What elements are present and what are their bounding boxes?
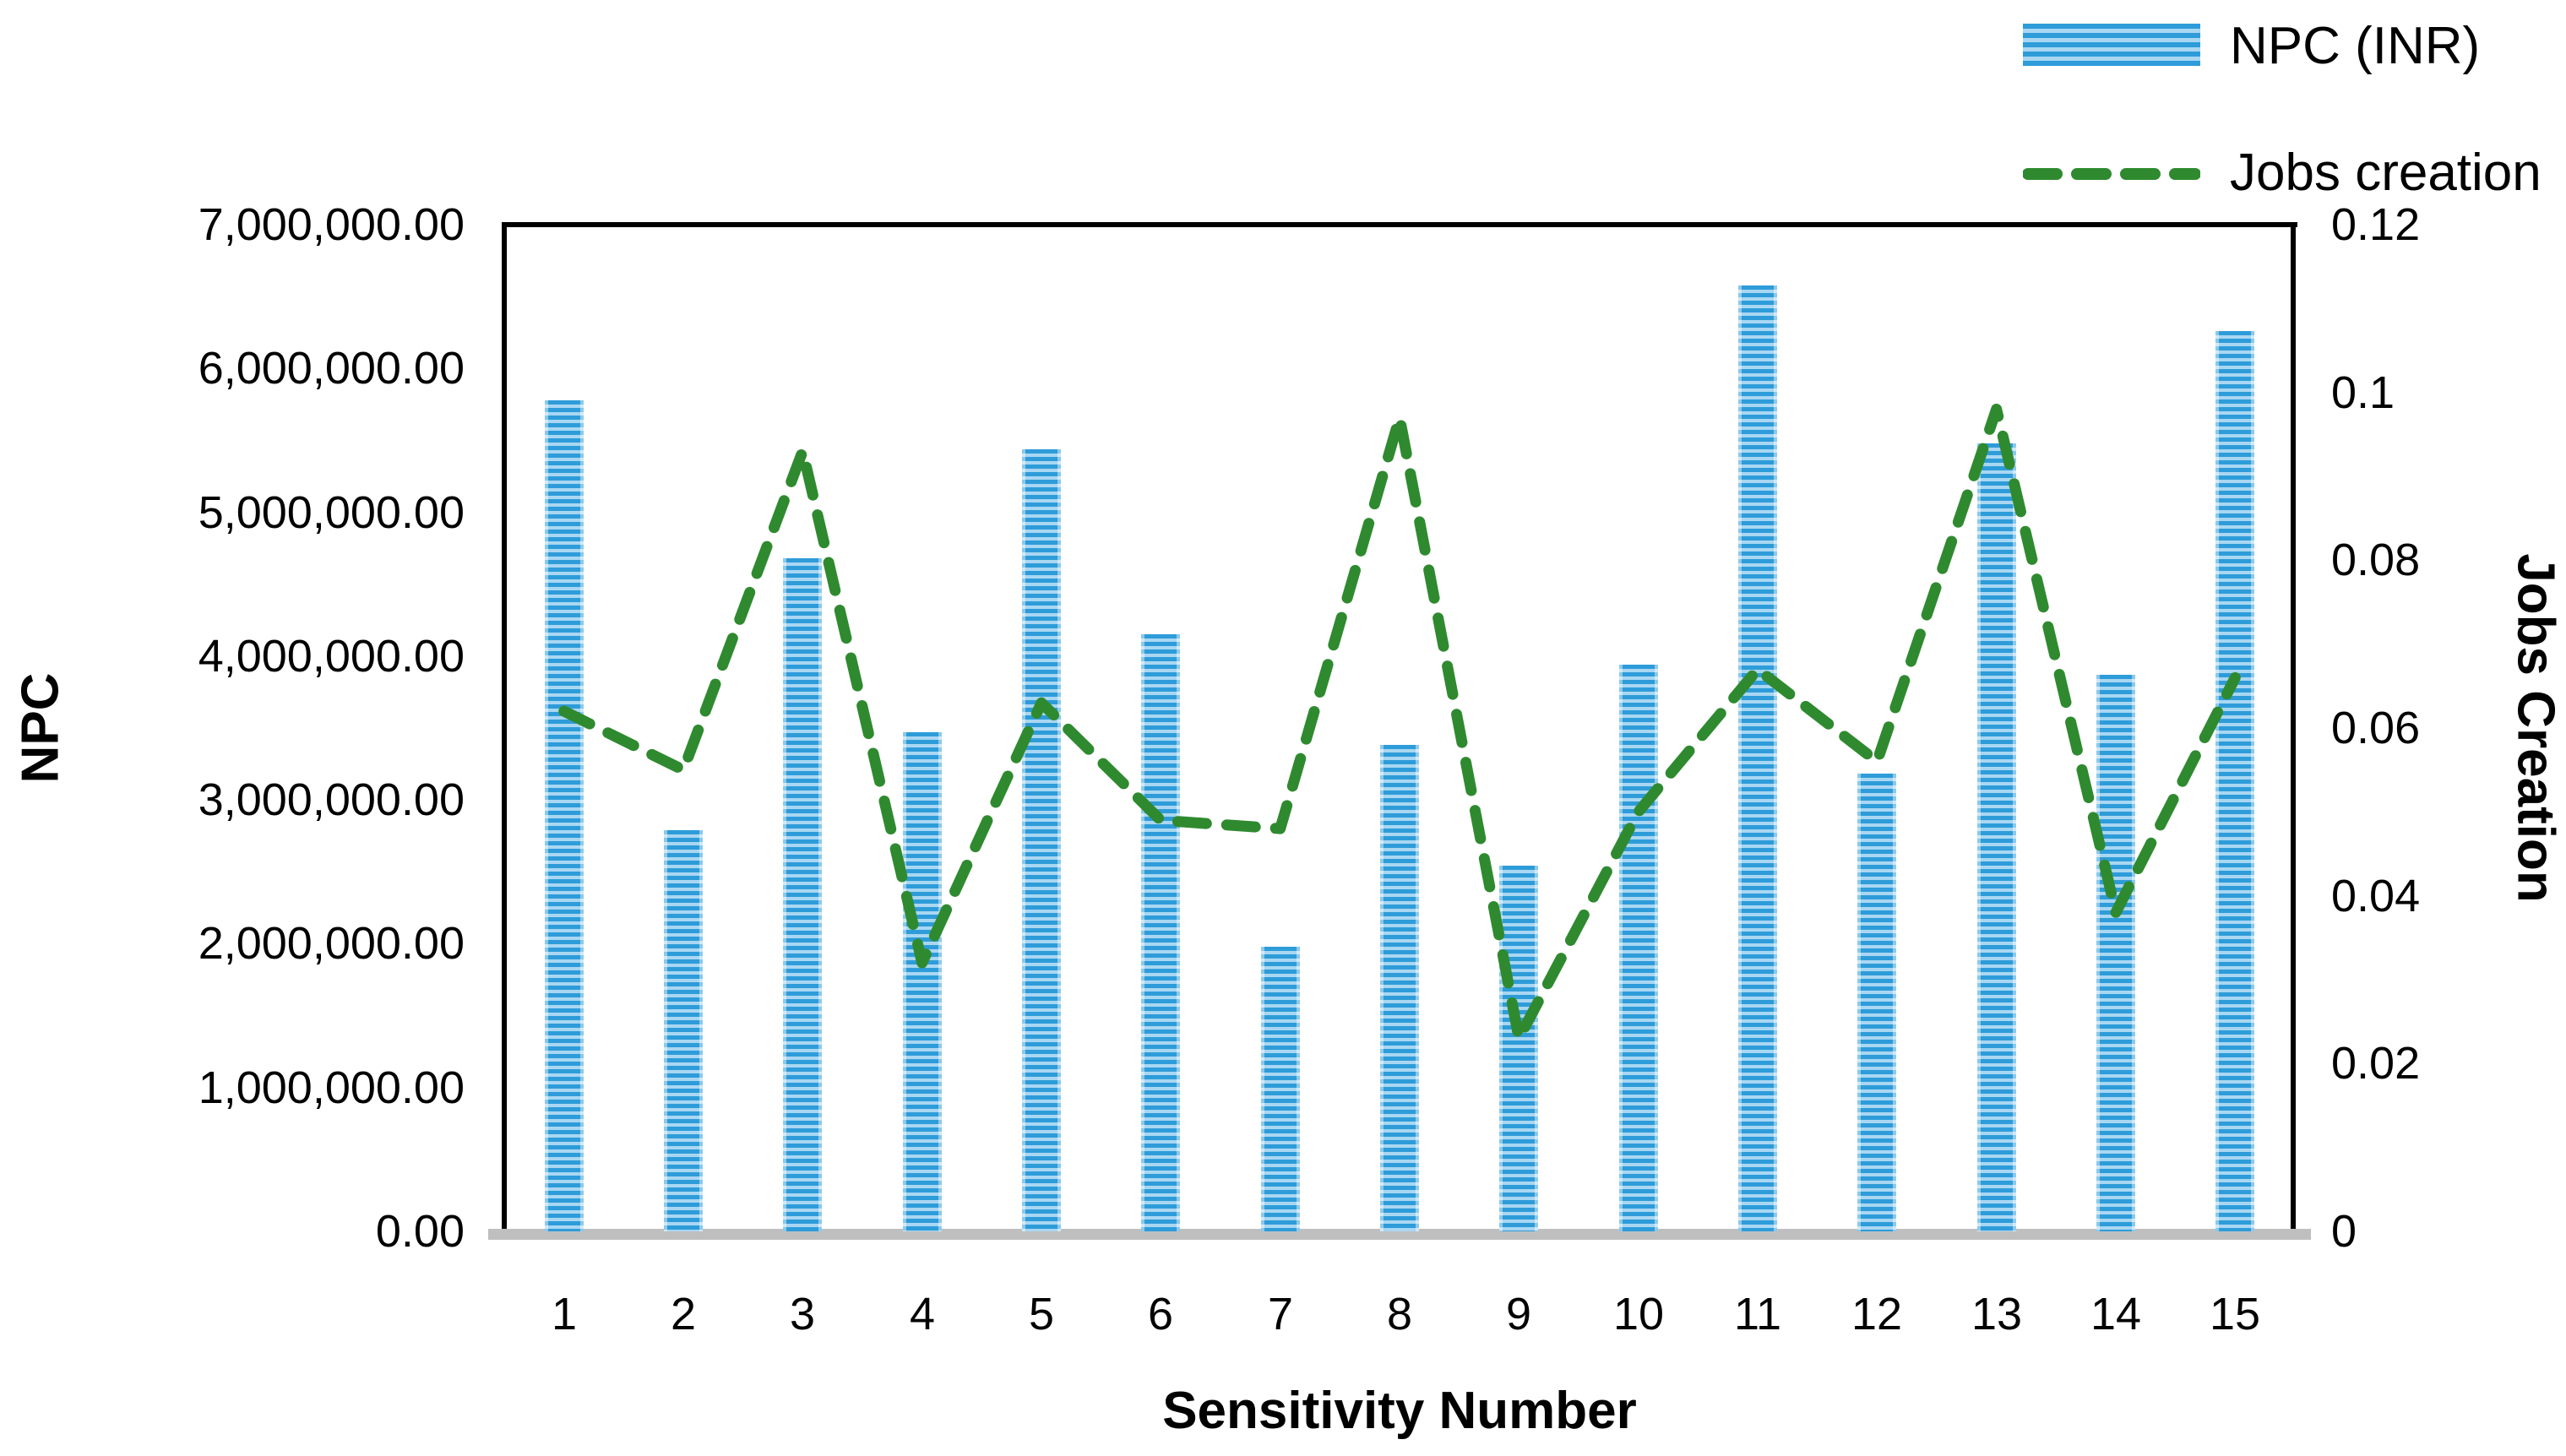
legend-npc-swatch-icon bbox=[2023, 24, 2200, 66]
y-right-tick-5: 0.02 bbox=[2331, 1038, 2421, 1089]
x-tick-11: 11 bbox=[1733, 1289, 1782, 1339]
y-right-tick-3: 0.06 bbox=[2331, 703, 2421, 753]
y-left-tick-3: 4,000,000.00 bbox=[198, 631, 465, 682]
npc-bar-3 bbox=[783, 558, 822, 1231]
y-right-tick-1: 0.1 bbox=[2331, 367, 2395, 418]
x-tick-6: 6 bbox=[1147, 1289, 1174, 1339]
npc-bar-7 bbox=[1261, 947, 1300, 1231]
npc-bar-15 bbox=[2215, 331, 2254, 1231]
y-left-tick-6: 1,000,000.00 bbox=[198, 1062, 465, 1113]
y-left-axis-line bbox=[502, 222, 507, 1231]
npc-bar-13 bbox=[1977, 443, 2016, 1231]
x-tick-15: 15 bbox=[2209, 1289, 2261, 1339]
y-right-tick-2: 0.08 bbox=[2331, 535, 2421, 585]
npc-bar-1 bbox=[545, 400, 584, 1231]
x-tick-8: 8 bbox=[1386, 1289, 1413, 1339]
x-tick-7: 7 bbox=[1267, 1289, 1294, 1339]
legend-jobs-label: Jobs creation bbox=[2230, 144, 2542, 202]
x-tick-10: 10 bbox=[1612, 1289, 1665, 1339]
y-left-tick-0: 7,000,000.00 bbox=[198, 199, 465, 250]
npc-bar-11 bbox=[1738, 285, 1777, 1231]
y-right-tick-4: 0.04 bbox=[2331, 871, 2421, 921]
x-tick-1: 1 bbox=[551, 1289, 578, 1339]
npc-bar-6 bbox=[1141, 634, 1180, 1231]
x-tick-13: 13 bbox=[1971, 1289, 2023, 1339]
npc-bar-9 bbox=[1499, 866, 1538, 1231]
x-tick-3: 3 bbox=[789, 1289, 816, 1339]
y-right-tick-6: 0 bbox=[2331, 1206, 2357, 1257]
x-axis-baseline bbox=[488, 1229, 2311, 1240]
x-tick-9: 9 bbox=[1505, 1289, 1532, 1339]
legend-jobs-swatch-icon bbox=[2023, 168, 2200, 180]
npc-bar-4 bbox=[903, 732, 942, 1231]
y-right-axis-title: Jobs Creation bbox=[2506, 553, 2565, 903]
npc-bar-10 bbox=[1619, 665, 1658, 1231]
x-tick-5: 5 bbox=[1028, 1289, 1055, 1339]
x-axis-title: Sensitivity Number bbox=[1162, 1382, 1637, 1440]
y-left-tick-1: 6,000,000.00 bbox=[198, 343, 465, 394]
x-tick-4: 4 bbox=[909, 1289, 936, 1339]
npc-bar-2 bbox=[664, 830, 703, 1231]
y-left-tick-4: 3,000,000.00 bbox=[198, 774, 465, 825]
plot-top-border bbox=[502, 222, 2297, 227]
npc-bar-14 bbox=[2096, 675, 2135, 1231]
x-tick-14: 14 bbox=[2090, 1289, 2142, 1339]
npc-bar-8 bbox=[1380, 745, 1419, 1231]
npc-bar-5 bbox=[1022, 449, 1061, 1231]
legend-npc-label: NPC (INR) bbox=[2230, 17, 2481, 75]
y-left-tick-7: 0.00 bbox=[375, 1206, 465, 1257]
x-tick-2: 2 bbox=[670, 1289, 697, 1339]
y-right-axis-line bbox=[2291, 222, 2296, 1231]
y-right-tick-0: 0.12 bbox=[2331, 199, 2421, 250]
y-left-tick-2: 5,000,000.00 bbox=[198, 487, 465, 538]
x-tick-12: 12 bbox=[1851, 1289, 1903, 1339]
jobs-creation-line bbox=[558, 404, 2241, 1044]
y-left-axis-title: NPC bbox=[11, 672, 70, 784]
y-left-tick-5: 2,000,000.00 bbox=[198, 918, 465, 969]
npc-bar-12 bbox=[1857, 774, 1896, 1231]
